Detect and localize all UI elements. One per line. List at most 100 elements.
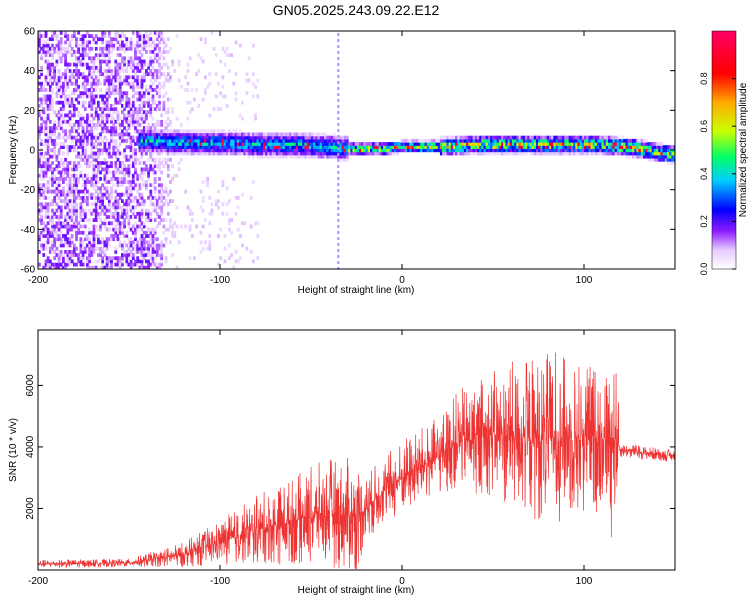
heatmap-cell <box>450 148 454 153</box>
heatmap-cell <box>51 43 54 48</box>
heatmap-cell <box>605 145 609 149</box>
heatmap-cell <box>125 253 129 257</box>
heatmap-cell <box>553 145 557 149</box>
heatmap-cell <box>72 227 76 232</box>
heatmap-cell <box>90 91 94 96</box>
heatmap-cell <box>66 100 70 105</box>
heatmap-cell <box>68 256 72 261</box>
heatmap-cell <box>62 88 65 92</box>
heatmap-cell <box>551 142 554 146</box>
heatmap-cell <box>79 196 83 200</box>
heatmap-cell <box>496 138 500 143</box>
heatmap-cell <box>112 126 116 130</box>
heatmap-cell <box>177 62 181 67</box>
heatmap-cell <box>271 132 275 137</box>
heatmap-cell <box>136 142 140 146</box>
heatmap-cell <box>97 132 100 137</box>
heatmap-cell <box>125 192 129 197</box>
heatmap-cell <box>166 227 170 232</box>
heatmap-cell <box>335 138 338 143</box>
heatmap-cell <box>88 243 91 248</box>
heatmap-cell <box>238 135 242 140</box>
heatmap-cell <box>643 151 646 156</box>
heatmap-cell <box>94 208 98 213</box>
heatmap-cell <box>81 46 85 51</box>
heatmap-cell <box>256 151 260 156</box>
heatmap-cell <box>151 262 155 267</box>
heatmap-cell <box>92 167 96 172</box>
heatmap-cell <box>201 142 205 146</box>
heatmap-cell <box>155 151 159 156</box>
heatmap-cell <box>315 132 319 137</box>
heatmap-cell <box>206 135 209 140</box>
heatmap-cell <box>136 34 140 38</box>
heatmap-cell <box>335 148 338 153</box>
heatmap-cell <box>280 142 284 146</box>
heatmap-cell <box>127 218 131 222</box>
heatmap-cell <box>446 148 450 153</box>
heatmap-cell <box>57 227 61 232</box>
heatmap-cell <box>112 215 116 219</box>
heatmap-cell <box>171 199 174 203</box>
heatmap-cell <box>383 148 386 153</box>
heatmap-cell <box>129 40 133 45</box>
heatmap-cell <box>616 135 620 140</box>
heatmap-cell <box>40 97 43 102</box>
heatmap-cell <box>232 145 236 149</box>
heatmap-cell <box>459 151 463 156</box>
heatmap-cell <box>99 211 102 216</box>
heatmap-cell <box>101 205 105 210</box>
heatmap-cell <box>529 151 533 156</box>
heatmap-cell <box>339 154 343 159</box>
heatmap-cell <box>42 173 46 178</box>
heatmap-cell <box>636 154 640 159</box>
heatmap-cell <box>62 177 65 181</box>
heatmap-cell <box>311 135 314 140</box>
heatmap-cell <box>42 88 46 92</box>
heatmap-cell <box>287 151 290 156</box>
heatmap-cell <box>234 72 238 77</box>
heatmap-cell <box>660 148 664 153</box>
heatmap-cell <box>640 151 644 156</box>
heatmap-cell <box>116 53 120 57</box>
heatmap-cell <box>372 142 375 146</box>
heatmap-cell <box>138 192 142 197</box>
heatmap-cell <box>127 215 131 219</box>
heatmap-cell <box>304 151 308 156</box>
heatmap-cell <box>64 50 67 54</box>
heatmap-cell <box>103 148 107 153</box>
heatmap-cell <box>86 259 89 264</box>
heatmap-cell <box>110 205 113 210</box>
heatmap-cell <box>103 107 107 111</box>
heatmap-cell <box>81 129 85 134</box>
heatmap-cell <box>134 221 137 226</box>
heatmap-cell <box>38 142 41 146</box>
heatmap-cell <box>42 97 46 102</box>
heatmap-cell <box>636 145 640 149</box>
heatmap-cell <box>46 180 50 184</box>
heatmap-cell <box>505 135 509 140</box>
heatmap-cell <box>57 177 61 181</box>
heatmap-cell <box>70 205 74 210</box>
heatmap-cell <box>188 224 192 229</box>
heatmap-cell <box>291 148 295 153</box>
heatmap-cell <box>75 43 78 48</box>
heatmap-cell <box>140 113 144 118</box>
heatmap-cell <box>300 142 303 146</box>
heatmap-cell <box>324 145 327 149</box>
heatmap-cell <box>68 81 72 86</box>
heatmap-cell <box>105 151 109 156</box>
heatmap-cell <box>44 129 48 134</box>
heatmap-cell <box>306 135 310 140</box>
heatmap-cell <box>68 110 72 115</box>
heatmap-cell <box>77 161 81 165</box>
heatmap-cell <box>575 138 579 143</box>
heatmap-cell <box>88 123 91 127</box>
heatmap-cell <box>142 243 146 248</box>
heatmap-cell <box>121 91 124 96</box>
heatmap-cell <box>238 151 242 156</box>
heatmap-cell <box>103 46 107 51</box>
heatmap-cell <box>138 78 142 83</box>
heatmap-cell <box>164 259 168 264</box>
